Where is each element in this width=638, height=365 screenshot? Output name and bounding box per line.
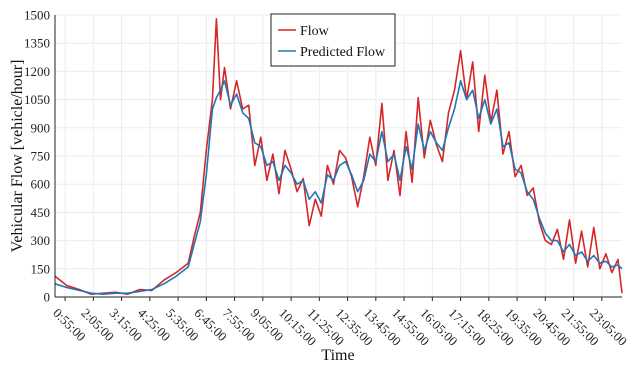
y-tick-label: 1500: [24, 8, 50, 23]
y-tick-label: 600: [31, 177, 51, 192]
series-line-predicted-flow: [54, 80, 623, 295]
x-axis-title: Time: [321, 347, 354, 364]
y-tick-label: 150: [31, 261, 51, 276]
x-tick-labels: 0:55:002:05:003:15:004:25:005:35:006:45:…: [50, 297, 630, 349]
legend: Flow Predicted Flow: [270, 13, 396, 67]
y-tick-labels: 0 150 300 450 600 750 900 1050 1200 1350 1500: [24, 8, 50, 305]
y-tick-label: 1350: [24, 36, 50, 51]
y-tick-label: 1200: [24, 64, 50, 79]
y-tick-label: 450: [31, 205, 51, 220]
y-tick-label: 0: [44, 290, 51, 305]
legend-label-predicted-flow: Predicted Flow: [300, 45, 386, 60]
series-line-flow: [54, 18, 623, 295]
series-layer: [54, 18, 623, 295]
y-tick-label: 1050: [24, 92, 50, 107]
grid: [55, 14, 622, 298]
legend-box: [270, 13, 396, 67]
y-tick-label: 900: [31, 120, 51, 135]
y-tick-label: 300: [31, 233, 51, 248]
y-axis-title: Vehicular Flow [vehicle/hour]: [9, 60, 26, 253]
legend-label-flow: Flow: [300, 24, 330, 39]
y-tick-label: 750: [31, 149, 51, 164]
